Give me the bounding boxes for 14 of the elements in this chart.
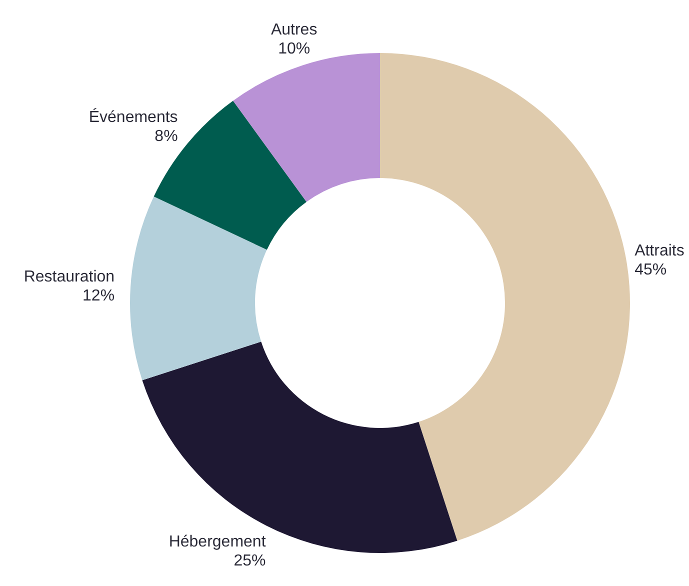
data-label: 10% (278, 40, 310, 58)
slice-label: Attraits (634, 242, 684, 260)
slice-label: Événements (88, 108, 178, 126)
slice-label: Hébergement (168, 534, 266, 551)
data-label: 25% (234, 552, 266, 570)
donut-slice (142, 342, 458, 553)
slice-label: Restauration (24, 268, 115, 286)
data-label: 45% (634, 262, 667, 279)
data-label: 8% (154, 128, 178, 145)
data-label: 12% (82, 288, 115, 305)
donut-slice (380, 53, 630, 541)
donut-slice (130, 196, 267, 380)
donut-slice (233, 53, 380, 202)
slice-label: Autres (270, 22, 318, 39)
